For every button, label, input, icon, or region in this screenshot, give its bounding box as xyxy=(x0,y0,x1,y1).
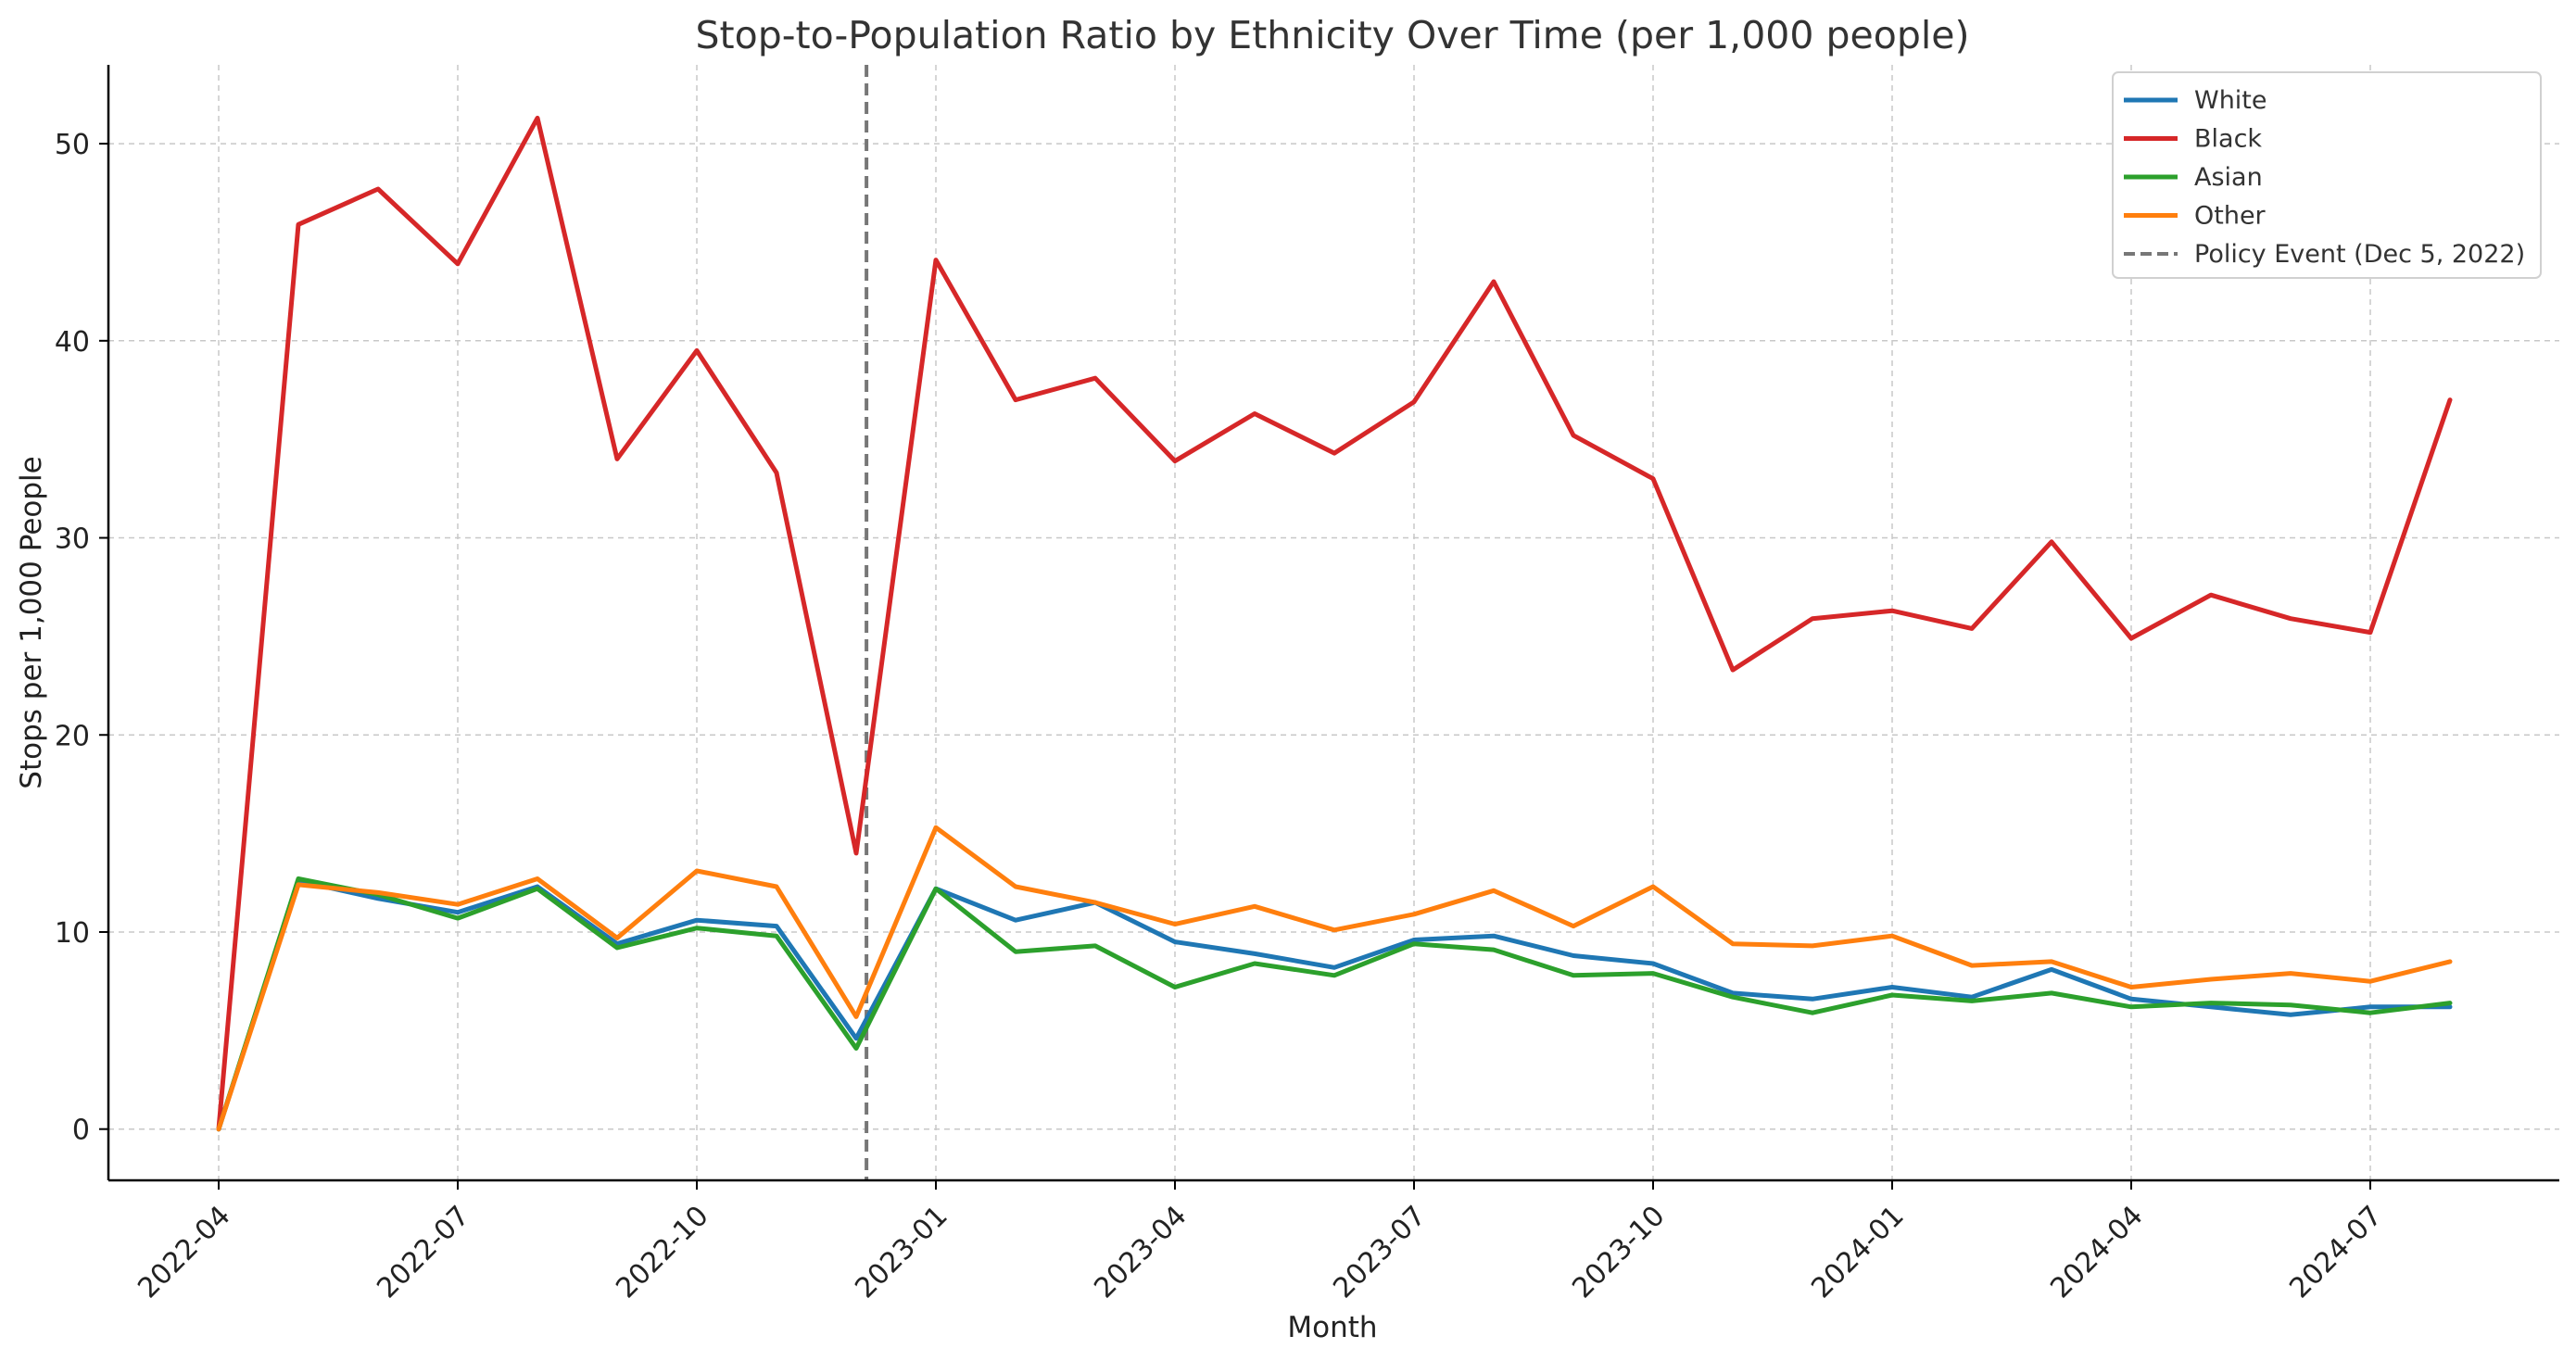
legend-label-policy-event: Policy Event (Dec 5, 2022) xyxy=(2194,240,2525,269)
legend-label-other: Other xyxy=(2194,202,2267,231)
chart-title: Stop-to-Population Ratio by Ethnicity Ov… xyxy=(696,13,1970,57)
x-tick-label: 2024-07 xyxy=(2283,1200,2388,1304)
y-tick-label: 20 xyxy=(55,720,90,752)
series-line-other xyxy=(216,825,2453,1132)
x-tick-label: 2023-07 xyxy=(1327,1200,1432,1304)
x-tick-label: 2023-01 xyxy=(849,1200,953,1304)
legend-frame xyxy=(2112,71,2542,279)
x-tick-label: 2022-10 xyxy=(610,1200,714,1304)
legend-label-asian: Asian xyxy=(2194,163,2263,192)
x-tick-label: 2022-04 xyxy=(132,1200,236,1304)
legend: White Black Asian Other Policy Event (Dec 5,… xyxy=(2112,71,2542,279)
legend-label-white: White xyxy=(2194,86,2267,115)
y-tick-label: 10 xyxy=(55,917,90,950)
axes xyxy=(107,65,2559,1182)
series-line-asian xyxy=(216,876,2453,1132)
y-tick-label: 30 xyxy=(55,523,90,556)
series-line-white xyxy=(216,878,2453,1132)
legend-label-black: Black xyxy=(2194,125,2262,154)
x-tick-label: 2023-04 xyxy=(1088,1200,1193,1304)
x-tick-label: 2024-04 xyxy=(2044,1200,2149,1304)
y-tick-label: 40 xyxy=(55,326,90,359)
x-axis-ticks: 2022-04 2022-07 2022-10 2023-01 2023-04 2023-… xyxy=(132,1180,2389,1304)
y-tick-label: 0 xyxy=(72,1115,90,1147)
series-line-black xyxy=(216,115,2453,1132)
x-tick-label: 2024-01 xyxy=(1805,1200,1910,1304)
series-lines xyxy=(216,115,2453,1132)
y-tick-label: 50 xyxy=(55,129,90,161)
x-tick-label: 2022-07 xyxy=(371,1200,475,1304)
y-axis-ticks: 0 10 20 30 40 50 xyxy=(55,129,108,1147)
x-tick-label: 2023-10 xyxy=(1566,1200,1671,1304)
y-axis-label: Stops per 1,000 People xyxy=(15,456,48,788)
x-axis-label: Month xyxy=(1287,1311,1377,1344)
